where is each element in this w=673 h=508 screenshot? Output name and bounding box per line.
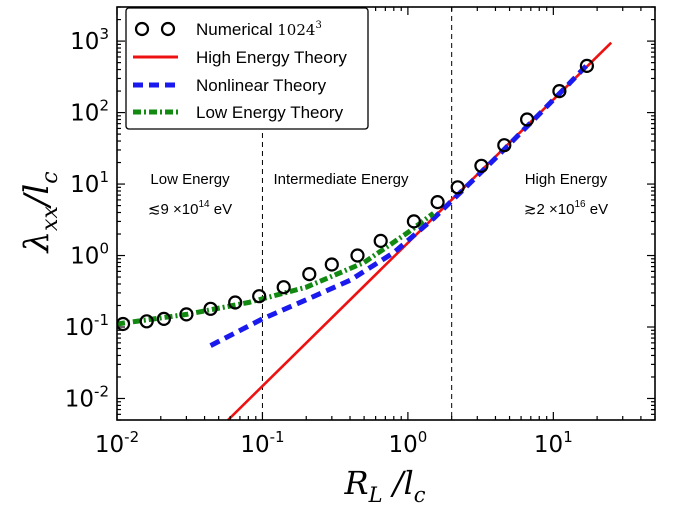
- numerical-data-point: [156, 311, 171, 326]
- y-axis-label: λxx/lc: [17, 171, 63, 254]
- legend: Numerical 10243 High Energy Theory Nonli…: [125, 7, 369, 130]
- numerical-data-point: [324, 257, 339, 272]
- numerical-data-point: [203, 301, 218, 316]
- series-line-3: [117, 211, 435, 327]
- numerical-data-point: [406, 214, 421, 229]
- legend-label-numerical: Numerical 10243: [196, 20, 322, 39]
- plot-frame: [116, 6, 656, 421]
- numerical-data-point: [117, 316, 131, 332]
- legend-label-low-energy: Low Energy Theory: [196, 103, 344, 122]
- legend-marker-numerical-b: [160, 21, 176, 37]
- numerical-data-point: [373, 233, 388, 248]
- numerical-data-point: [519, 112, 535, 127]
- y-tick-label: 102: [70, 97, 109, 127]
- legend-label-nonlinear: Nonlinear Theory: [196, 76, 327, 95]
- legend-label-high-energy: High Energy Theory: [196, 48, 347, 67]
- x-tick-label: 10-1: [240, 428, 284, 458]
- region-boundaries: [261, 7, 453, 420]
- legend-marker-numerical-a: [134, 21, 150, 37]
- region-label-low: Low Energy: [150, 171, 230, 188]
- y-tick-label: 100: [70, 240, 109, 270]
- y-tick-label: 10-2: [65, 382, 109, 412]
- numerical-data-point: [276, 280, 291, 295]
- region-label-high: High Energy: [525, 171, 608, 188]
- region-energy-high: ≳2 ×1016 eV: [524, 199, 608, 218]
- numerical-data-point: [552, 83, 567, 99]
- x-axis-label: RL /lc: [344, 464, 426, 507]
- y-tick-label: 103: [70, 25, 109, 55]
- numerical-data-point: [430, 195, 445, 210]
- x-tick-labels: 10-2 10-1 100 101: [95, 428, 573, 458]
- y-tick-labels: 10-2 10-1 100 101 102 103: [65, 25, 109, 412]
- numerical-data-point: [228, 295, 243, 310]
- region-labels: Low Energy ≲9 ×1014 eV Intermediate Ener…: [148, 171, 608, 218]
- y-tick-label: 10-1: [65, 311, 109, 341]
- region-label-intermediate: Intermediate Energy: [273, 171, 409, 188]
- numerical-data-point: [579, 58, 595, 74]
- numerical-data-point: [450, 180, 465, 195]
- numerical-data-point: [139, 314, 154, 329]
- numerical-data-point: [497, 138, 512, 153]
- series-layer: [117, 41, 613, 420]
- x-tick-label: 101: [534, 428, 573, 458]
- region-energy-low: ≲9 ×1014 eV: [148, 199, 232, 218]
- numerical-data-point: [252, 289, 267, 304]
- numerical-data-point: [179, 307, 194, 322]
- series-line-2: [209, 59, 593, 348]
- numerical-data-point: [302, 267, 317, 282]
- x-tick-label: 100: [388, 428, 427, 458]
- legend-box: [125, 7, 369, 130]
- numerical-data-point: [350, 248, 365, 263]
- x-tick-label: 10-2: [95, 428, 139, 458]
- numerical-data-point: [474, 158, 489, 173]
- y-tick-label: 101: [70, 168, 109, 198]
